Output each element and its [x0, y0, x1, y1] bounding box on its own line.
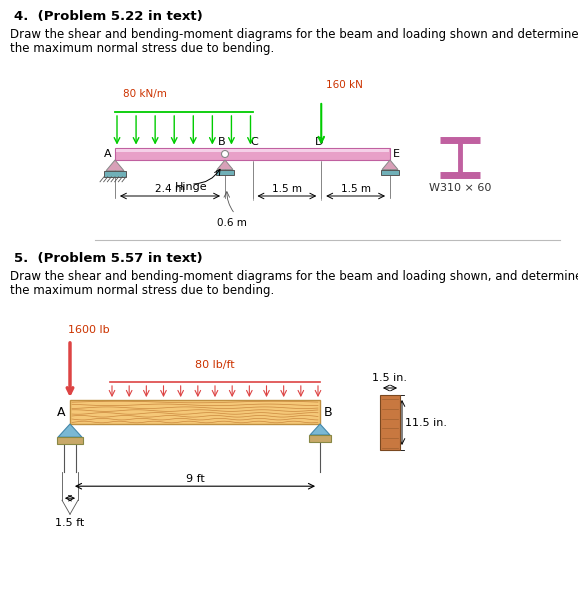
Text: Draw the shear and bending-moment diagrams for the beam and loading shown and de: Draw the shear and bending-moment diagra… — [10, 28, 578, 41]
Circle shape — [221, 151, 228, 157]
Bar — [70, 400, 320, 424]
Bar — [116, 149, 389, 152]
Text: 0.6 m: 0.6 m — [217, 218, 247, 228]
Text: the maximum normal stress due to bending.: the maximum normal stress due to bending… — [10, 284, 274, 297]
Text: Hinge: Hinge — [175, 182, 208, 192]
Text: 80 kN/m: 80 kN/m — [123, 89, 167, 99]
Text: B: B — [218, 137, 226, 147]
Text: 1.5 m: 1.5 m — [272, 184, 302, 194]
Bar — [381, 170, 399, 174]
Text: C: C — [251, 137, 258, 147]
Text: B: B — [324, 405, 332, 418]
Text: 80 lb/ft: 80 lb/ft — [195, 360, 235, 370]
Text: 1600 lb: 1600 lb — [68, 325, 110, 335]
Text: W310 × 60: W310 × 60 — [429, 183, 491, 193]
Bar — [104, 171, 126, 177]
Polygon shape — [106, 160, 124, 171]
Polygon shape — [217, 160, 233, 170]
Text: 11.5 in.: 11.5 in. — [405, 417, 447, 427]
Bar — [309, 435, 331, 442]
Polygon shape — [58, 424, 82, 437]
Text: A: A — [105, 149, 112, 159]
Text: 1.5 in.: 1.5 in. — [372, 373, 407, 383]
Polygon shape — [382, 160, 398, 170]
Bar — [57, 437, 83, 444]
Text: 5.  (Problem 5.57 in text): 5. (Problem 5.57 in text) — [14, 252, 203, 265]
Bar — [380, 395, 400, 450]
Text: D: D — [315, 137, 324, 147]
Text: Draw the shear and bending-moment diagrams for the beam and loading shown, and d: Draw the shear and bending-moment diagra… — [10, 270, 578, 283]
Text: the maximum normal stress due to bending.: the maximum normal stress due to bending… — [10, 42, 274, 55]
Bar — [115, 148, 390, 160]
Bar — [216, 170, 234, 174]
Text: 1.5 m: 1.5 m — [340, 184, 370, 194]
Text: A: A — [57, 405, 65, 418]
Text: 4.  (Problem 5.22 in text): 4. (Problem 5.22 in text) — [14, 10, 203, 23]
Text: E: E — [393, 149, 400, 159]
Polygon shape — [310, 424, 330, 435]
Text: 9 ft: 9 ft — [186, 474, 205, 484]
Text: 160 kN: 160 kN — [326, 80, 363, 90]
Text: 2.4 m: 2.4 m — [155, 184, 185, 194]
Text: 1.5 ft: 1.5 ft — [55, 518, 84, 528]
